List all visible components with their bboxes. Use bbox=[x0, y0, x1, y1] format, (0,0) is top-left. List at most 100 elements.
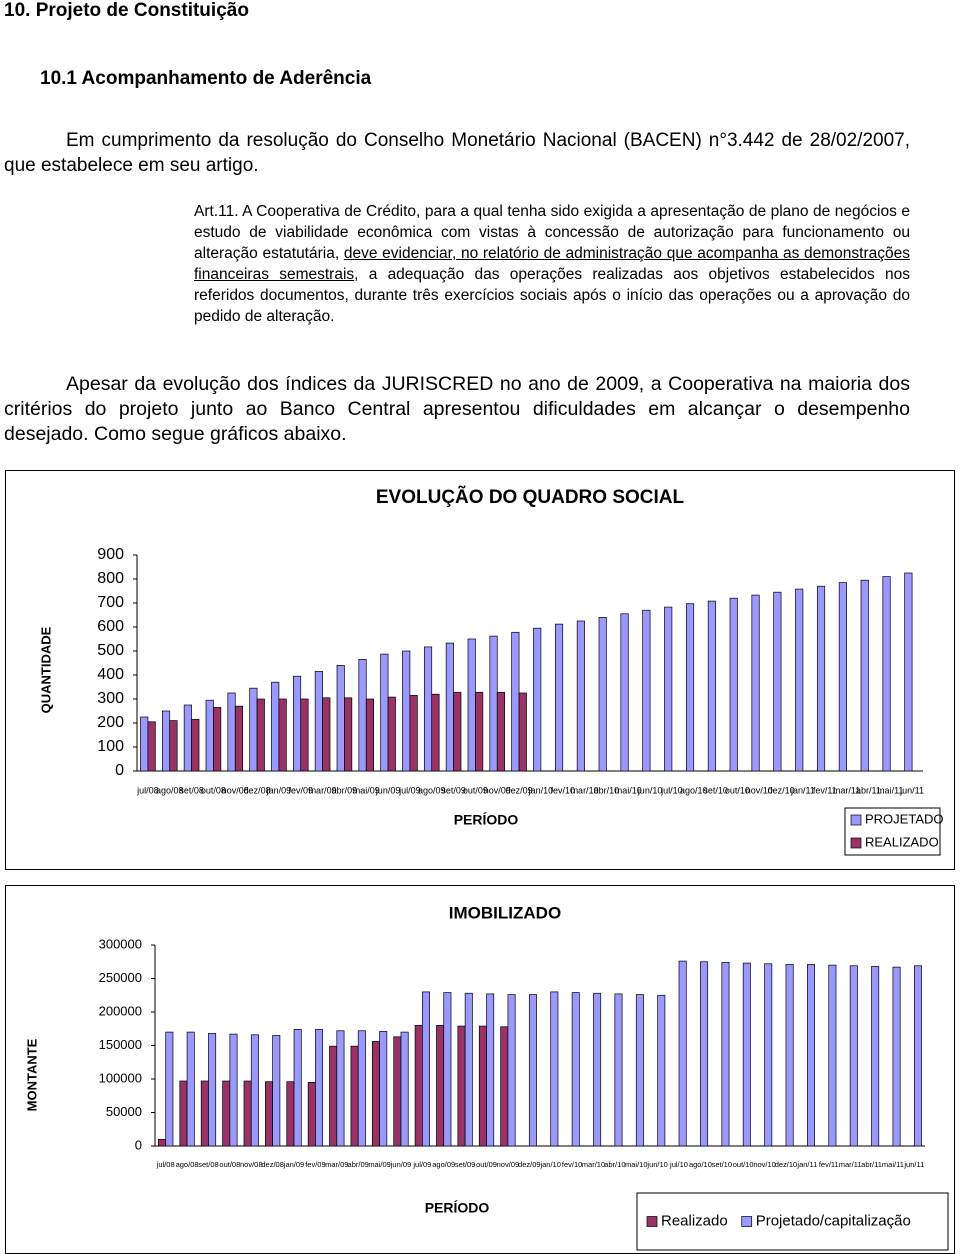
x-tick-label: out/09 bbox=[463, 785, 488, 795]
bar bbox=[795, 588, 804, 772]
bar bbox=[700, 961, 709, 1147]
bar bbox=[271, 681, 280, 772]
x-tick-label: out/10 bbox=[733, 1160, 754, 1169]
x-tick-label: jun/09 bbox=[375, 785, 401, 795]
x-tick-label: jan/10 bbox=[539, 1160, 560, 1169]
bar bbox=[140, 716, 149, 772]
x-tick-label: fev/10 bbox=[562, 1160, 582, 1169]
x-tick-label: mar/10 bbox=[582, 1160, 605, 1169]
x-tick-label: jan/11 bbox=[796, 1160, 817, 1169]
x-tick-label: nov/09 bbox=[497, 1160, 520, 1169]
x-tick-label: nov/10 bbox=[753, 1160, 776, 1169]
x-tick-label: mai/09 bbox=[368, 1160, 391, 1169]
x-tick-label: mai/10 bbox=[615, 785, 642, 795]
bar bbox=[860, 579, 869, 772]
chart: EVOLUÇÃO DO QUADRO SOCIAL QUANTIDADE PERÍO… bbox=[5, 470, 955, 870]
bar bbox=[286, 1081, 295, 1147]
bar bbox=[467, 638, 476, 772]
x-tick-label: jan/10 bbox=[528, 785, 554, 795]
chart-title: IMOBILIZADO bbox=[449, 903, 561, 922]
bar bbox=[307, 1082, 316, 1147]
x-tick-label: dez/08 bbox=[244, 785, 271, 795]
x-tick-label: dez/08 bbox=[261, 1160, 284, 1169]
bar bbox=[191, 719, 200, 772]
bar bbox=[250, 1034, 259, 1147]
x-tick-label: mai/10 bbox=[625, 1160, 648, 1169]
x-tick-label: set/09 bbox=[455, 1160, 475, 1169]
bar bbox=[169, 720, 178, 772]
bar bbox=[500, 1026, 509, 1147]
bar bbox=[314, 671, 323, 772]
x-tick-label: ago/08 bbox=[176, 1160, 199, 1169]
x-tick-label: jul/09 bbox=[412, 1160, 431, 1169]
bar bbox=[387, 696, 396, 772]
bar bbox=[243, 1080, 252, 1147]
x-tick-label: jun/10 bbox=[637, 785, 663, 795]
x-tick-label: ago/10 bbox=[689, 1160, 712, 1169]
bar bbox=[685, 603, 695, 772]
x-tick-label: mar/09 bbox=[325, 1160, 348, 1169]
bar bbox=[518, 692, 527, 772]
legend-box bbox=[636, 1192, 949, 1251]
bar bbox=[507, 994, 516, 1147]
x-tick-label: out/08 bbox=[219, 1160, 240, 1169]
bar bbox=[423, 646, 433, 772]
bar bbox=[445, 642, 454, 772]
bar bbox=[249, 687, 258, 772]
bar bbox=[272, 1035, 281, 1147]
bar bbox=[380, 653, 389, 772]
bar bbox=[598, 617, 607, 772]
bar bbox=[721, 962, 730, 1147]
x-tick-label: nov/08 bbox=[222, 785, 249, 795]
x-tick-label: fev/09 bbox=[288, 785, 313, 795]
legend-swatch bbox=[646, 1216, 658, 1227]
bar bbox=[828, 964, 837, 1147]
bar bbox=[200, 1080, 209, 1147]
bar bbox=[265, 1081, 273, 1147]
bar bbox=[511, 631, 520, 772]
bar bbox=[571, 992, 580, 1147]
x-tick-label: jul/10 bbox=[660, 785, 683, 795]
x-tick-label: set/08 bbox=[179, 785, 204, 795]
bar bbox=[489, 635, 498, 772]
bar bbox=[443, 992, 452, 1147]
x-tick-label: jul/09 bbox=[398, 785, 421, 795]
x-tick-label: abr/11 bbox=[856, 785, 881, 795]
bar bbox=[409, 695, 418, 772]
y-tick-label: 200000 bbox=[99, 1003, 142, 1018]
x-tick-label: dez/10 bbox=[768, 785, 795, 795]
y-tick-label: 400 bbox=[97, 666, 124, 683]
y-tick-label: 200 bbox=[97, 714, 124, 731]
bar bbox=[576, 620, 585, 772]
bar bbox=[773, 591, 782, 772]
x-tick-label: mai/09 bbox=[353, 785, 380, 795]
x-axis-label: PERÍODO bbox=[454, 812, 519, 828]
legend-swatch bbox=[850, 814, 862, 826]
bar bbox=[751, 594, 760, 772]
x-tick-label: mar/10 bbox=[571, 785, 599, 795]
bar bbox=[158, 1138, 167, 1147]
bar bbox=[871, 966, 880, 1147]
x-tick-label: jan/11 bbox=[790, 785, 815, 795]
bar bbox=[913, 965, 922, 1147]
x-tick-label: abr/10 bbox=[594, 785, 620, 795]
x-tick-label: nov/10 bbox=[746, 785, 773, 795]
x-tick-label: jun/11 bbox=[899, 785, 924, 795]
x-axis-label: PERÍODO bbox=[425, 1200, 490, 1216]
bar bbox=[707, 600, 716, 772]
bar bbox=[358, 659, 367, 772]
bar bbox=[234, 705, 244, 772]
y-tick-label: 700 bbox=[97, 594, 124, 611]
bar bbox=[664, 606, 673, 772]
bar bbox=[620, 613, 629, 772]
bar bbox=[742, 962, 751, 1147]
y-tick-label: 300 bbox=[97, 690, 124, 707]
bar bbox=[222, 1080, 231, 1147]
article-underlined: deve evidenciar, no relatório de adminis… bbox=[194, 245, 910, 283]
x-tick-label: fev/09 bbox=[305, 1160, 325, 1169]
x-tick-label: jul/08 bbox=[136, 785, 159, 795]
legend-label: REALIZADO bbox=[865, 834, 939, 849]
bar bbox=[554, 623, 564, 772]
y-tick-label: 500 bbox=[97, 642, 124, 659]
